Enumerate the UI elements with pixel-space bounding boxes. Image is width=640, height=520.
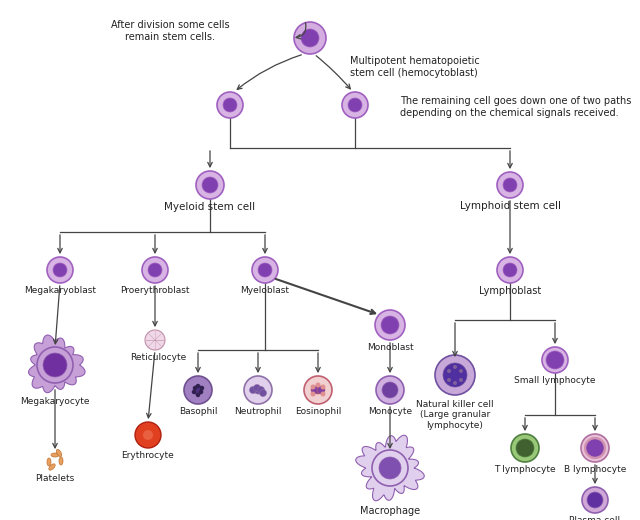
Text: Small lymphocyte: Small lymphocyte <box>515 376 596 385</box>
Text: Natural killer cell
(Large granular
lymphocyte): Natural killer cell (Large granular lymp… <box>416 400 494 430</box>
Circle shape <box>257 386 264 394</box>
Circle shape <box>586 439 604 457</box>
Circle shape <box>43 353 67 377</box>
Circle shape <box>546 351 564 369</box>
Circle shape <box>348 98 362 112</box>
Circle shape <box>244 376 272 404</box>
Text: Megakaryocyte: Megakaryocyte <box>20 397 90 406</box>
Circle shape <box>193 386 197 390</box>
Text: Erythrocyte: Erythrocyte <box>122 451 174 460</box>
Circle shape <box>379 457 401 479</box>
Circle shape <box>459 369 463 373</box>
Circle shape <box>511 434 539 462</box>
Circle shape <box>193 385 203 395</box>
Text: Macrophage: Macrophage <box>360 506 420 516</box>
Circle shape <box>497 172 523 198</box>
Text: Lymphoblast: Lymphoblast <box>479 286 541 296</box>
Circle shape <box>381 316 399 334</box>
Polygon shape <box>356 435 424 501</box>
Circle shape <box>311 386 319 394</box>
Circle shape <box>196 393 200 397</box>
Polygon shape <box>29 335 85 393</box>
Text: Reticulocyte: Reticulocyte <box>130 353 186 362</box>
Circle shape <box>447 369 451 373</box>
Text: Multipotent hematopoietic
stem cell (hemocytoblast): Multipotent hematopoietic stem cell (hem… <box>350 56 480 77</box>
Text: Plasma cell: Plasma cell <box>570 516 621 520</box>
Circle shape <box>435 355 475 395</box>
Circle shape <box>37 347 73 383</box>
Text: Proerythroblast: Proerythroblast <box>120 286 189 295</box>
Circle shape <box>382 382 398 398</box>
Ellipse shape <box>59 457 63 465</box>
Text: Basophil: Basophil <box>179 407 217 416</box>
Circle shape <box>321 384 326 389</box>
Circle shape <box>142 257 168 283</box>
Circle shape <box>503 178 517 192</box>
Text: Platelets: Platelets <box>35 474 75 483</box>
Text: Eosinophil: Eosinophil <box>295 407 341 416</box>
Circle shape <box>148 263 162 277</box>
Circle shape <box>314 386 322 394</box>
Circle shape <box>259 389 266 396</box>
Circle shape <box>143 430 153 440</box>
Circle shape <box>254 386 262 394</box>
Circle shape <box>304 376 332 404</box>
Circle shape <box>459 378 463 382</box>
Text: Myeloid stem cell: Myeloid stem cell <box>164 202 255 212</box>
Circle shape <box>145 330 165 350</box>
Circle shape <box>310 392 316 396</box>
Text: T lymphocyte: T lymphocyte <box>494 465 556 474</box>
Circle shape <box>310 384 316 389</box>
Text: Monoblast: Monoblast <box>367 343 413 352</box>
Circle shape <box>196 171 224 199</box>
Circle shape <box>516 439 534 457</box>
Circle shape <box>375 310 405 340</box>
Circle shape <box>316 383 321 387</box>
Circle shape <box>376 376 404 404</box>
Circle shape <box>47 257 73 283</box>
Circle shape <box>294 22 326 54</box>
Circle shape <box>200 386 204 390</box>
Circle shape <box>135 422 161 448</box>
Circle shape <box>301 29 319 47</box>
Text: Neutrophil: Neutrophil <box>234 407 282 416</box>
Circle shape <box>252 257 278 283</box>
Circle shape <box>53 263 67 277</box>
Text: Lymphoid stem cell: Lymphoid stem cell <box>460 201 561 211</box>
Circle shape <box>317 386 325 394</box>
Text: The remaining cell goes down one of two paths
depending on the chemical signals : The remaining cell goes down one of two … <box>400 96 632 118</box>
Circle shape <box>503 263 517 277</box>
Circle shape <box>542 347 568 373</box>
Circle shape <box>253 384 260 392</box>
Circle shape <box>587 492 603 508</box>
Circle shape <box>202 177 218 193</box>
Circle shape <box>217 92 243 118</box>
Circle shape <box>372 450 408 486</box>
Circle shape <box>453 365 457 369</box>
Circle shape <box>258 263 272 277</box>
Circle shape <box>581 434 609 462</box>
Circle shape <box>321 392 326 396</box>
Ellipse shape <box>51 453 59 457</box>
Text: B lymphocyte: B lymphocyte <box>564 465 626 474</box>
Circle shape <box>192 390 196 394</box>
Circle shape <box>453 381 457 385</box>
Text: After division some cells
remain stem cells.: After division some cells remain stem ce… <box>111 20 229 42</box>
Circle shape <box>223 98 237 112</box>
Ellipse shape <box>47 458 51 466</box>
Text: Monocyte: Monocyte <box>368 407 412 416</box>
Circle shape <box>184 376 212 404</box>
Ellipse shape <box>56 449 61 457</box>
Circle shape <box>196 384 200 388</box>
Text: Myeloblast: Myeloblast <box>241 286 289 295</box>
Circle shape <box>582 487 608 513</box>
Circle shape <box>443 363 467 387</box>
Circle shape <box>497 257 523 283</box>
Circle shape <box>250 386 257 394</box>
Ellipse shape <box>49 464 55 470</box>
Circle shape <box>342 92 368 118</box>
Circle shape <box>199 390 204 394</box>
Circle shape <box>447 378 451 382</box>
Text: Megakaryoblast: Megakaryoblast <box>24 286 96 295</box>
